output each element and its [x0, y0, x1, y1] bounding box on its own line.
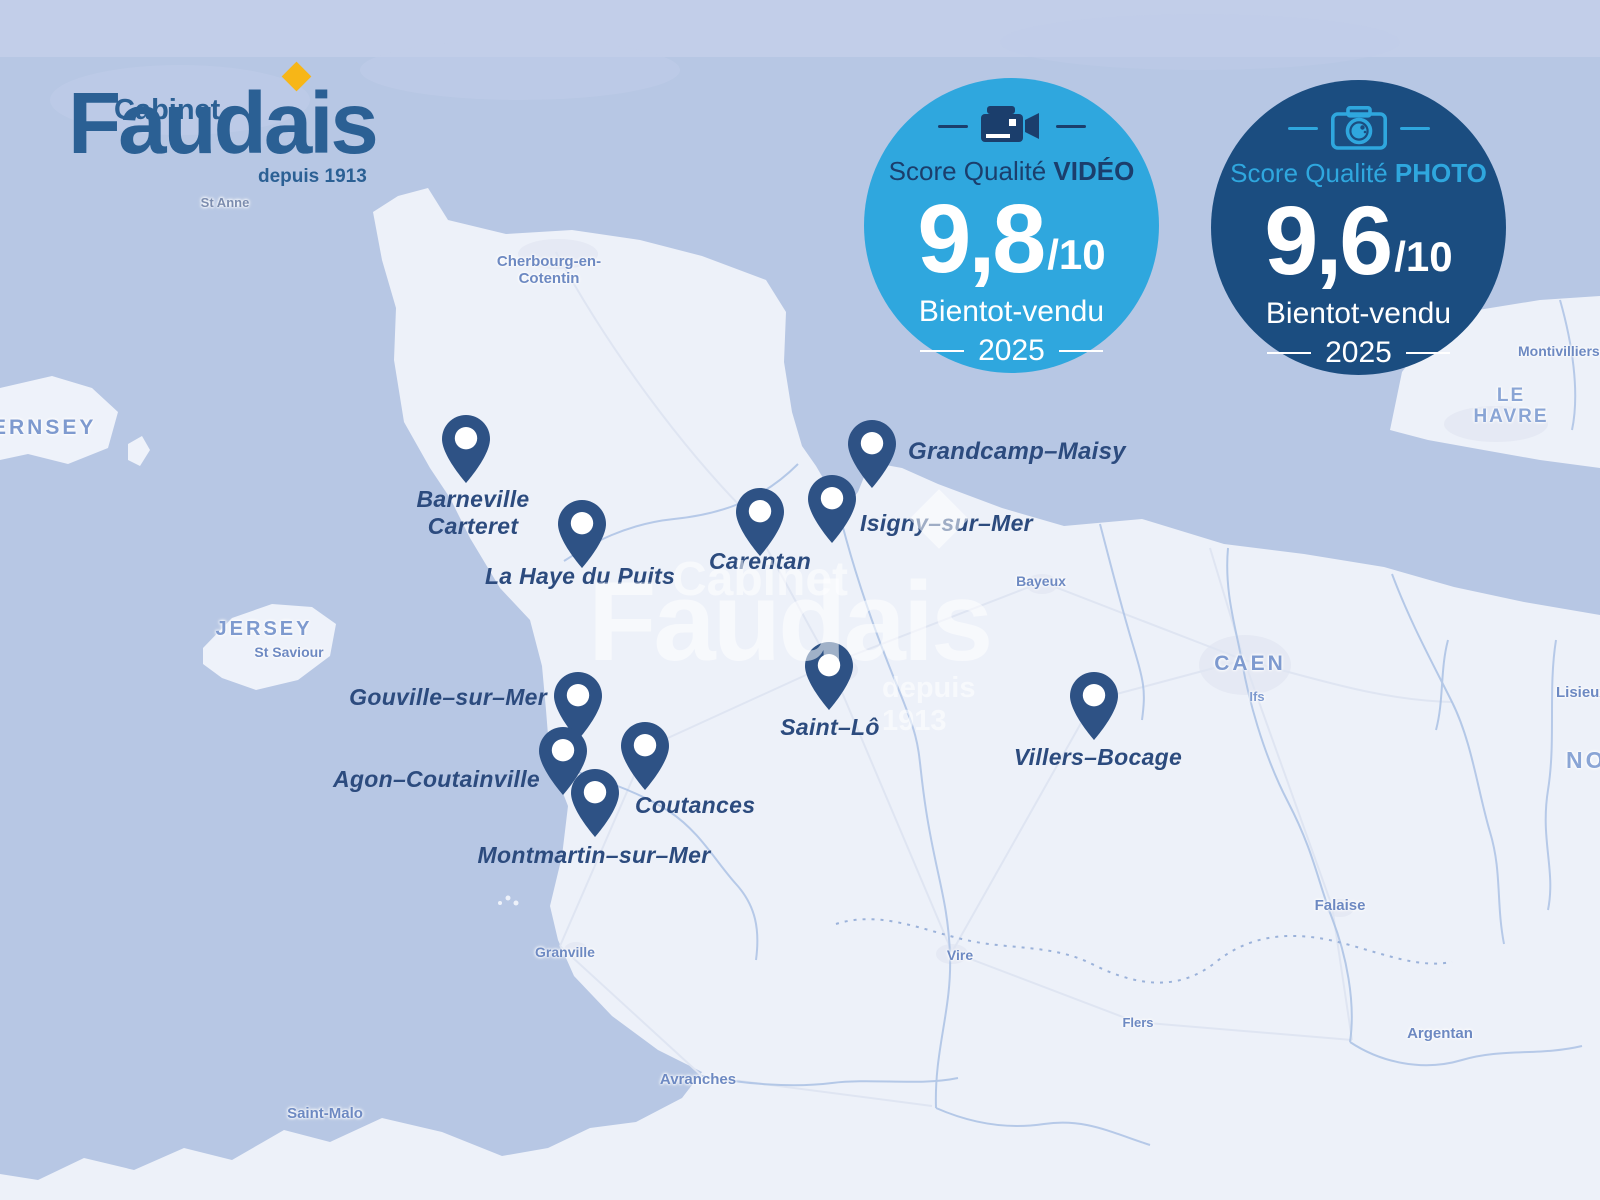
score-label-bold: VIDÉO	[1053, 156, 1135, 186]
video-score-badge: Score Qualité VIDÉO 9,8 /10 Bientot-vend…	[864, 78, 1159, 373]
score-number: 9,6	[1264, 186, 1393, 295]
map-label-saint-malo: Saint-Malo	[287, 1105, 363, 1122]
pin-label-coutances: Coutances	[635, 792, 756, 818]
photo-camera-icon	[1330, 106, 1387, 150]
dash-left	[920, 349, 965, 352]
video-score-value: 9,8 /10	[917, 184, 1106, 293]
score-denominator: /10	[1394, 233, 1453, 281]
photo-icon-row	[1287, 106, 1430, 150]
map-label-caen: CAEN	[1214, 652, 1286, 675]
score-label-prefix: Score Qualité	[888, 156, 1047, 186]
map-label-vire: Vire	[946, 947, 974, 963]
map-label-jersey: JERSEY	[215, 618, 313, 640]
pin-label-agon: Agon–Coutainville	[332, 766, 540, 792]
pin-label-barneville: Barneville Carteret	[416, 486, 530, 540]
pin-icon-gouville	[554, 672, 602, 740]
pin-icon-coutances	[621, 722, 669, 790]
photo-score-value: 9,6 /10	[1264, 186, 1453, 295]
badge-year-row: 2025	[920, 334, 1103, 368]
score-label-bold: PHOTO	[1394, 158, 1487, 188]
map-label-ifs: Ifs	[1249, 689, 1265, 704]
map-label-bayeux: Bayeux	[1016, 573, 1066, 589]
pin-icon-montmartin	[571, 769, 619, 837]
photo-score-label: Score Qualité PHOTO	[1230, 158, 1487, 189]
pin-label-gouville: Gouville–sur–Mer	[349, 684, 547, 710]
pin-icon-barneville	[442, 415, 490, 483]
pin-label-saint-lo: Saint–Lô	[780, 714, 880, 740]
badge-subtitle: Bientot-vendu	[1265, 296, 1452, 330]
map-label-st-anne: St Anne	[200, 195, 250, 210]
pin-icon-villers	[1070, 672, 1118, 740]
dash-right	[1405, 351, 1450, 354]
map-label-normandie: NOR	[1566, 747, 1600, 773]
map-label-avranches: Avranches	[659, 1071, 737, 1088]
pin-label-carentan: Carentan	[708, 548, 812, 574]
pin-label-la-haye: La Haye du Puits	[484, 563, 676, 589]
map-label-granville: Granville	[535, 944, 595, 960]
pin-icon-la-haye	[558, 500, 606, 568]
score-number: 9,8	[917, 184, 1046, 293]
map-label-le-havre: LE HAVRE	[1473, 385, 1549, 427]
dash-left	[1287, 126, 1318, 130]
map-label-guernsey: ERNSEY	[0, 416, 97, 439]
pin-label-villers: Villers–Bocage	[1013, 744, 1183, 770]
score-label-prefix: Score Qualité	[1230, 158, 1388, 188]
dash-right	[1058, 349, 1103, 352]
badge-year: 2025	[1325, 335, 1392, 369]
pin-icon-saint-lo	[805, 642, 853, 710]
dash-right	[1399, 126, 1430, 130]
score-denominator: /10	[1047, 231, 1106, 279]
map-label-montivilliers: Montivilliers	[1518, 343, 1600, 359]
map-label-st-saviour: St Saviour	[254, 644, 324, 660]
pin-label-isigny: Isigny–sur–Mer	[860, 510, 1033, 536]
photo-score-badge: Score Qualité PHOTO 9,6 /10 Bientot-vend…	[1211, 80, 1506, 375]
dash-left	[1267, 351, 1312, 354]
video-score-label: Score Qualité VIDÉO	[889, 156, 1135, 187]
map-label-falaise: Falaise	[1314, 897, 1366, 914]
pin-icon-agon	[539, 727, 587, 795]
map-label-argentan: Argentan	[1407, 1025, 1473, 1042]
logo-faudais: Faudais	[68, 75, 379, 172]
logo-since: depuis 1913	[258, 166, 367, 187]
video-camera-icon	[980, 106, 1039, 142]
badge-subtitle: Bientot-vendu	[918, 294, 1105, 328]
cabinet-faudais-logo: Cabinet Faudais depuis 1913	[68, 58, 388, 198]
pin-icon-carentan	[736, 488, 784, 556]
pin-label-montmartin: Montmartin–sur–Mer	[477, 842, 711, 868]
pin-label-grandcamp: Grandcamp–Maisy	[908, 438, 1126, 465]
logo-cabinet: Cabinet	[114, 94, 221, 126]
pin-icon-grandcamp	[848, 420, 896, 488]
map-label-flers: Flers	[1122, 1015, 1154, 1030]
dash-left	[937, 124, 968, 128]
map-label-lisieux: Lisieux	[1556, 684, 1600, 701]
video-icon-row	[937, 104, 1086, 148]
badge-year-row: 2025	[1267, 336, 1450, 370]
dash-right	[1055, 124, 1086, 128]
pin-icon-isigny	[808, 475, 856, 543]
map-label-cherbourg: Cherbourg-en- Cotentin	[496, 253, 602, 287]
badge-year: 2025	[978, 333, 1045, 367]
